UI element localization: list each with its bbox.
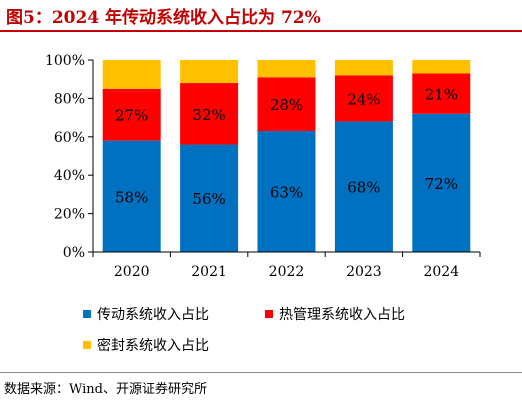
y-tick-label-1: 20%	[54, 207, 85, 223]
legend-label-transmission: 传动系统收入占比	[97, 307, 209, 323]
bar-labels-layer: 58% 27% 56% 32% 63% 28% 68% 24% 72% 21%	[115, 86, 458, 209]
bar-segment-0-2023	[334, 121, 393, 252]
legend-label-thermal: 热管理系统收入占比	[279, 307, 405, 323]
x-tick-label-2021: 2021	[191, 264, 227, 280]
chart-title: 图5：2024 年传动系统收入占比为 72%	[6, 8, 321, 28]
bar-segment-1-2022	[257, 77, 316, 132]
source-note: 数据来源：Wind、开源证券研究所	[4, 382, 207, 397]
data-label-1-2023: 24%	[347, 90, 380, 108]
legend-swatch-thermal	[265, 310, 273, 318]
x-tick-label-2023: 2023	[346, 264, 382, 280]
bar-segment-2-2024	[412, 60, 471, 74]
title-divider	[0, 30, 522, 32]
x-tick-label-2022: 2022	[269, 264, 305, 280]
axes-layer: 2020 2021 2022 2023 2024 0% 20% 40% 60% 80% 100%	[45, 53, 481, 280]
data-label-0-2021: 56%	[192, 190, 225, 208]
data-label-1-2022: 28%	[270, 96, 303, 114]
data-label-0-2022: 63%	[270, 184, 303, 202]
legend-item-transmission: 传动系统收入占比	[83, 304, 209, 324]
legend-label-sealing: 密封系统收入占比	[97, 338, 209, 354]
bar-segment-2-2020	[102, 60, 161, 89]
bar-segment-1-2023	[334, 75, 393, 122]
legend-item-thermal: 热管理系统收入占比	[265, 304, 405, 324]
legend-swatch-transmission	[83, 310, 91, 318]
bar-segment-0-2022	[257, 131, 316, 252]
bar-segment-2-2022	[257, 60, 316, 78]
y-tick-label-4: 80%	[54, 91, 85, 107]
bar-segment-0-2021	[180, 144, 239, 252]
bar-segment-0-2024	[412, 113, 471, 252]
data-label-1-2020: 27%	[115, 107, 148, 125]
bar-segment-0-2020	[102, 140, 161, 252]
y-tick-label-5: 100%	[45, 53, 85, 69]
y-tick-label-2: 40%	[54, 168, 85, 184]
data-label-0-2020: 58%	[115, 188, 148, 206]
data-label-1-2021: 32%	[192, 106, 225, 124]
data-label-0-2024: 72%	[425, 175, 458, 193]
y-tick-label-0: 0%	[63, 245, 85, 261]
legend-swatch-sealing	[83, 341, 91, 349]
bar-segment-1-2020	[102, 88, 161, 141]
bar-segment-2-2021	[180, 60, 239, 84]
source-divider	[0, 372, 522, 373]
bar-segment-1-2024	[412, 73, 471, 114]
data-label-1-2024: 21%	[425, 86, 458, 104]
bar-segment-1-2021	[180, 83, 239, 145]
data-label-0-2023: 68%	[347, 179, 380, 197]
bars-layer	[102, 60, 471, 252]
stacked-bar-chart: 58%27%56%32%63%28%68%24%72%21% 2020 2021 2…	[45, 53, 481, 280]
x-tick-label-2024: 2024	[423, 264, 459, 280]
y-tick-label-3: 60%	[54, 130, 85, 146]
x-tick-label-2020: 2020	[114, 264, 150, 280]
bar-segment-2-2023	[334, 60, 393, 76]
legend-item-sealing: 密封系统收入占比	[83, 335, 209, 355]
